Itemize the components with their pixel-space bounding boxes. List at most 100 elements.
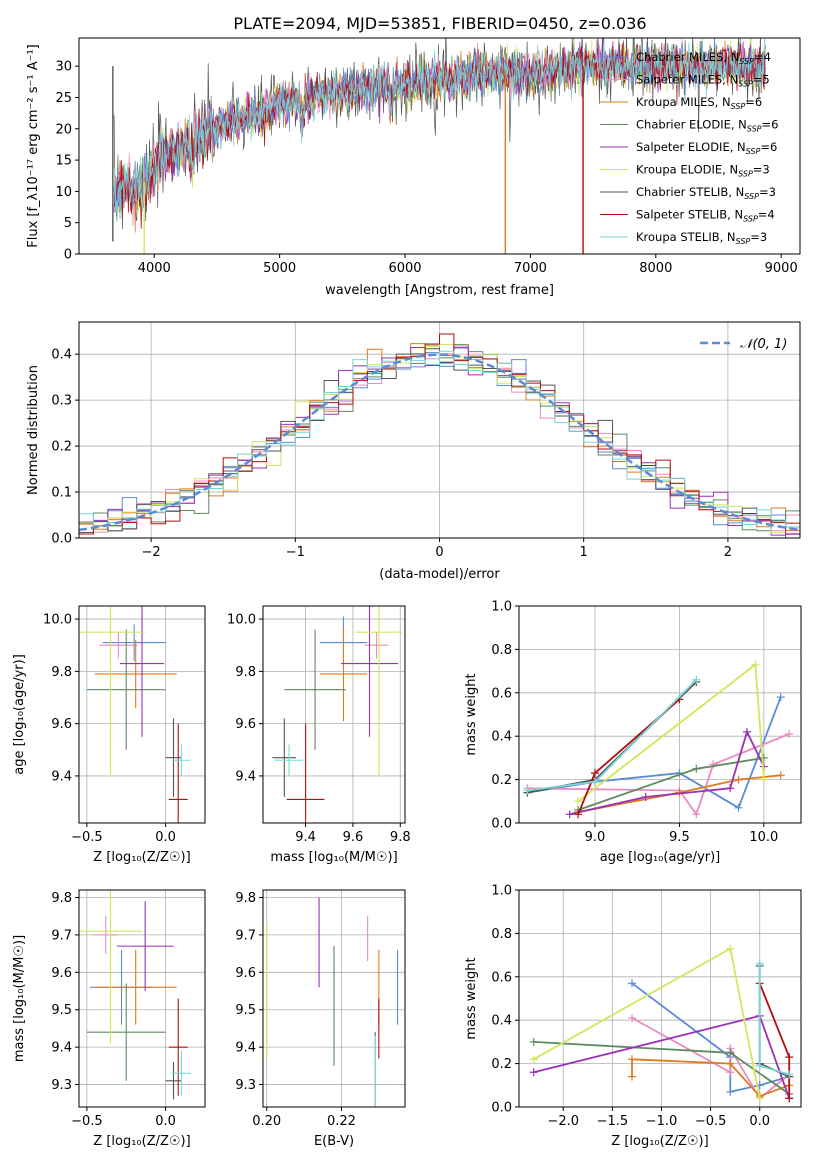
y-tick-label: 0.8 bbox=[491, 927, 512, 942]
y-tick-label: 9.4 bbox=[51, 1041, 72, 1056]
x-tick-label: 4000 bbox=[138, 261, 171, 276]
y-tick-label: 1.0 bbox=[491, 600, 512, 615]
x-axis-label: wavelength [Angstrom, rest frame] bbox=[325, 283, 554, 298]
weight-marker-krou_miles bbox=[734, 775, 743, 784]
y-tick-label: 0.4 bbox=[491, 730, 512, 745]
weight-marker-krou_miles bbox=[776, 771, 785, 780]
axes-frame bbox=[518, 605, 802, 824]
y-tick-label: 9.8 bbox=[51, 665, 72, 680]
x-axis-label: Z [log₁₀(Z/Z☉)] bbox=[611, 1134, 708, 1149]
y-tick-label: 0.0 bbox=[491, 1101, 512, 1116]
y-tick-label: 0.2 bbox=[491, 1057, 512, 1072]
x-tick-label: 8000 bbox=[639, 261, 672, 276]
y-axis-label: Flux [f_λ10⁻¹⁷ erg cm⁻² s⁻¹ A⁻¹] bbox=[26, 44, 41, 248]
y-tick-label: 0.0 bbox=[491, 817, 512, 832]
x-tick-label: −2 bbox=[142, 545, 161, 560]
x-tick-label: −0.5 bbox=[71, 830, 103, 845]
y-tick-label: 9.5 bbox=[235, 1003, 256, 1018]
x-tick-label: 1 bbox=[580, 545, 588, 560]
legend-label-salp_miles: Salpeter MILES, NSSP=5 bbox=[636, 73, 770, 89]
weight-marker-chab_elodie bbox=[529, 1037, 538, 1046]
weight-marker-krou_miles bbox=[627, 1055, 636, 1064]
weight-marker-salp_miles bbox=[627, 1014, 636, 1023]
y-tick-label: 0.6 bbox=[491, 686, 512, 701]
y-tick-label: 10.0 bbox=[227, 613, 256, 628]
axes-frame bbox=[78, 37, 801, 255]
x-tick-label: 9000 bbox=[765, 261, 798, 276]
weight-marker-salp_miles bbox=[785, 730, 794, 739]
mass_vs_Z-panel: −0.5 0.0 9.3 9.4 9.5 9.6 9.7 9.8 Z [log₁₀(Z/Z☉)]… bbox=[12, 889, 206, 1149]
weight-marker-chab_elodie bbox=[759, 753, 768, 762]
weight-marker-krou_stelib bbox=[755, 1061, 764, 1070]
age_vs_Z-panel: −0.5 0.0 9.4 9.6 9.8 10.0 Z [log₁₀(Z/Z☉)] age [… bbox=[12, 605, 206, 865]
weight-marker-salp_miles bbox=[692, 810, 701, 819]
x-tick-label: 5000 bbox=[263, 261, 296, 276]
y-tick-label: 9.4 bbox=[235, 1041, 256, 1056]
axes-frame bbox=[262, 605, 406, 824]
x-axis-label: (data-model)/error bbox=[379, 567, 500, 582]
axes-frame bbox=[78, 321, 801, 539]
weight_vs_Z-panel: −2.0 −1.5 −1.0 −0.5 0.0 0.0 0.2 0.4 0.6 0.8 1.0 Z [… bbox=[464, 884, 802, 1149]
weight-marker-chab_miles bbox=[734, 803, 743, 812]
y-tick-label: 9.8 bbox=[235, 665, 256, 680]
y-tick-label: 0 bbox=[64, 248, 72, 263]
y-tick-label: 0.3 bbox=[51, 394, 72, 409]
x-tick-label: 0.22 bbox=[327, 1114, 356, 1129]
y-axis-label: mass [log₁₀(M/M☉)] bbox=[12, 935, 27, 1062]
legend-label-normal: 𝒩(0, 1) bbox=[740, 337, 787, 352]
x-tick-label: 0.20 bbox=[252, 1114, 281, 1129]
y-tick-label: 0.4 bbox=[51, 348, 72, 363]
residuals-panel: −2 −1 0 1 2 0.0 0.1 0.2 0.3 0.4 (data-model)/error… bbox=[26, 321, 801, 582]
y-axis-label: age [log₁₀(age/yr)] bbox=[12, 654, 27, 775]
y-tick-label: 9.6 bbox=[51, 966, 72, 981]
y-tick-label: 5 bbox=[64, 216, 72, 231]
mass_vs_ebv-panel: 0.20 0.22 9.3 9.4 9.5 9.6 9.7 9.8 E(B-V) bbox=[235, 889, 406, 1149]
weight-line-salp_miles bbox=[527, 733, 790, 817]
y-tick-label: 9.8 bbox=[235, 891, 256, 906]
x-tick-label: 9.0 bbox=[585, 830, 606, 845]
weight-marker-krou_elodie bbox=[529, 1055, 538, 1064]
x-tick-label: 9.5 bbox=[669, 830, 690, 845]
y-tick-label: 9.8 bbox=[51, 891, 72, 906]
weight-marker-salp_elodie bbox=[565, 810, 574, 819]
y-tick-label: 0.6 bbox=[491, 970, 512, 985]
weight-marker-krou_elodie bbox=[755, 1094, 764, 1103]
y-tick-label: 10 bbox=[55, 185, 72, 200]
x-axis-label: Z [log₁₀(Z/Z☉)] bbox=[93, 1134, 190, 1149]
weight-marker-chab_elodie bbox=[726, 1048, 735, 1057]
weight-marker-salp_miles bbox=[726, 1068, 735, 1077]
legend-label-krou_miles: Kroupa MILES, NSSP=6 bbox=[636, 95, 762, 111]
weight-marker-chab_miles bbox=[776, 693, 785, 702]
x-tick-label: −0.5 bbox=[695, 1114, 727, 1129]
y-tick-label: 9.3 bbox=[235, 1078, 256, 1093]
y-tick-label: 0.8 bbox=[491, 643, 512, 658]
legend-label-salp_stelib: Salpeter STELIB, NSSP=4 bbox=[636, 208, 775, 224]
x-tick-label: −0.5 bbox=[71, 1114, 103, 1129]
x-tick-label: 2 bbox=[724, 545, 732, 560]
legend-label-chab_stelib: Chabrier STELIB, NSSP=3 bbox=[636, 185, 776, 201]
weight-marker-krou_stelib bbox=[755, 959, 764, 968]
legend-label-krou_elodie: Kroupa ELODIE, NSSP=3 bbox=[636, 163, 770, 179]
weight-marker-krou_stelib bbox=[785, 1070, 794, 1079]
y-tick-label: 9.3 bbox=[51, 1078, 72, 1093]
x-tick-label: 9.6 bbox=[343, 830, 364, 845]
y-tick-label: 1.0 bbox=[491, 884, 512, 899]
weight-marker-chab_elodie bbox=[692, 764, 701, 773]
normal-reference-curve bbox=[78, 353, 801, 532]
weight-marker-salp_elodie bbox=[529, 1068, 538, 1077]
x-tick-label: −2.0 bbox=[547, 1114, 579, 1129]
x-tick-label: −1.5 bbox=[597, 1114, 629, 1129]
x-tick-label: 9.8 bbox=[390, 830, 411, 845]
x-tick-label: 0 bbox=[435, 545, 443, 560]
x-tick-label: 0.0 bbox=[155, 1114, 176, 1129]
y-tick-label: 25 bbox=[55, 91, 72, 106]
weight-marker-salp_stelib bbox=[574, 810, 583, 819]
x-axis-label: Z [log₁₀(Z/Z☉)] bbox=[93, 850, 190, 865]
y-tick-label: 20 bbox=[55, 122, 72, 137]
weight-marker-krou_elodie bbox=[759, 775, 768, 784]
axes-frame bbox=[78, 889, 206, 1108]
legend-label-chab_miles: Chabrier MILES, NSSP=4 bbox=[636, 50, 771, 66]
legend-label-salp_elodie: Salpeter ELODIE, NSSP=6 bbox=[636, 140, 777, 156]
x-axis-label: age [log₁₀(age/yr)] bbox=[600, 850, 721, 865]
